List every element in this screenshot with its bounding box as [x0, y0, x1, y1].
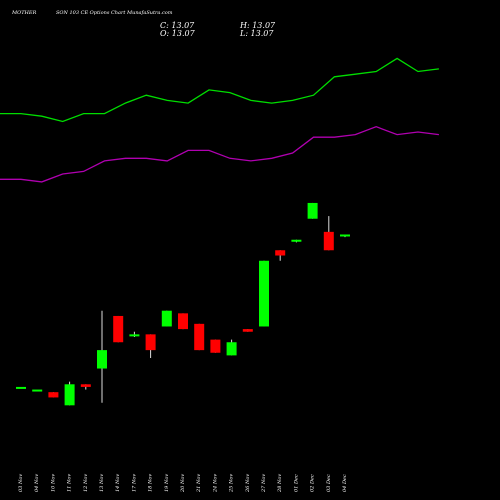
candle-down: [48, 392, 59, 398]
x-tick-label: 28 Nov: [277, 474, 283, 493]
candle-down: [178, 313, 188, 330]
candle-up: [129, 334, 140, 337]
candle-down: [242, 329, 253, 332]
x-tick-label: 11 Nov: [67, 474, 73, 492]
x-tick-label: 25 Nov: [229, 474, 235, 493]
x-tick-label: 21 Nov: [196, 474, 202, 493]
candle-up: [226, 342, 237, 356]
x-tick-label: 18 Nov: [148, 474, 154, 492]
candle-down: [113, 315, 124, 343]
lower-band-line: [0, 126, 439, 183]
x-tick-label: 14 Nov: [115, 474, 121, 492]
x-tick-label: 19 Nov: [164, 474, 170, 492]
x-tick-label: 04 Dec: [342, 474, 348, 492]
x-tick-label: 10 Nov: [50, 474, 56, 492]
chart-subtitle: SON 103 CE Options Chart MunafaSutra.com: [56, 10, 173, 16]
candle-down: [275, 250, 286, 256]
x-tick-label: 03 Dec: [326, 474, 332, 492]
chart-symbol-label: MOTHER: [12, 10, 37, 16]
x-tick-label: 24 Nov: [212, 474, 218, 493]
x-tick-label: 01 Dec: [293, 474, 299, 492]
x-tick-label: 04 Nov: [34, 474, 40, 492]
candle-up: [16, 386, 26, 389]
candle-down: [145, 334, 156, 351]
candle-down: [80, 384, 91, 387]
x-tick-label: 20 Nov: [180, 474, 186, 493]
candle-down: [323, 231, 334, 251]
candle-down: [210, 339, 221, 353]
candle-up: [259, 260, 269, 327]
candle-up: [307, 202, 318, 219]
x-tick-label: 26 Nov: [245, 474, 251, 493]
candle-up: [340, 234, 350, 237]
candle-down: [194, 323, 205, 351]
candle-up: [161, 310, 172, 327]
candle-up: [64, 384, 75, 406]
x-tick-label: 13 Nov: [99, 474, 105, 492]
x-tick-label: 17 Nov: [131, 474, 137, 492]
upper-band-line: [0, 57, 439, 123]
x-tick-label: 02 Dec: [310, 474, 316, 492]
x-tick-label: 12 Nov: [83, 474, 89, 492]
candle-up: [291, 239, 302, 242]
candle-up: [32, 389, 43, 392]
high-value-label: H: 13.07: [240, 21, 276, 30]
close-value-label: C: 13.07: [160, 21, 195, 30]
x-tick-label: 27 Nov: [261, 474, 267, 493]
x-tick-label: 03 Nov: [18, 474, 24, 492]
open-value-label: O: 13.07: [160, 29, 195, 38]
candle-up: [97, 350, 107, 369]
low-value-label: L: 13.07: [240, 29, 274, 38]
